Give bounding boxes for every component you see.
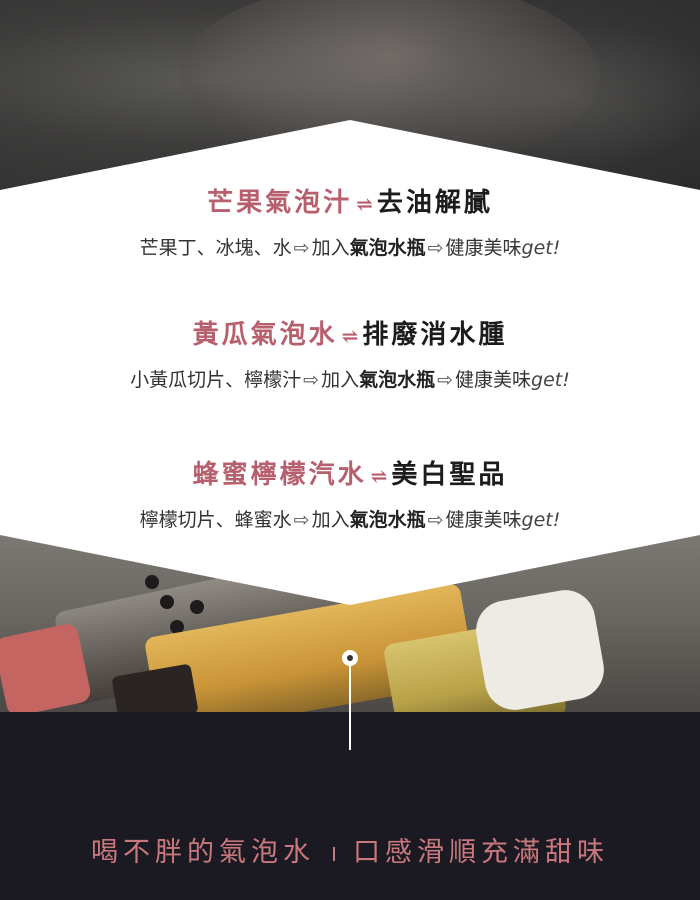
right-arrow-icon: ⇨ <box>427 509 444 531</box>
slogan-divider <box>333 846 335 861</box>
exchange-arrow-icon: ⇌ <box>370 464 388 488</box>
recipe-add-text: 加入 <box>311 237 350 259</box>
recipe-name: 黃瓜氣泡水 <box>192 320 338 350</box>
bottle-pink-cap <box>0 622 93 715</box>
seed <box>145 575 159 589</box>
recipe-title: 芒果氣泡汁 ⇌ 去油解膩 <box>0 182 700 219</box>
slogan-left: 喝不胖的氣泡水 <box>91 837 315 868</box>
recipe-get: get! <box>531 369 570 391</box>
recipe-benefit: 排廢消水腫 <box>362 320 508 350</box>
recipe-add-text: 加入 <box>321 369 360 391</box>
recipe-mango: 芒果氣泡汁 ⇌ 去油解膩 芒果丁、冰塊、水 ⇨ 加入氣泡水瓶 ⇨ 健康美味get! <box>0 182 700 260</box>
recipe-result: 健康美味 <box>445 237 522 259</box>
exchange-arrow-icon: ⇌ <box>341 324 359 348</box>
product-name: 氣泡水瓶 <box>349 509 426 531</box>
right-arrow-icon: ⇨ <box>293 237 310 259</box>
slogan-right: 口感滑順充滿甜味 <box>353 837 609 868</box>
recipe-result: 健康美味 <box>455 369 532 391</box>
right-arrow-icon: ⇨ <box>303 369 320 391</box>
pointer-dot-icon <box>342 650 358 666</box>
recipe-get: get! <box>521 237 561 259</box>
product-name: 氣泡水瓶 <box>349 237 426 259</box>
product-name: 氣泡水瓶 <box>359 369 436 391</box>
seed <box>170 620 184 634</box>
recipe-ingredients: 檸檬切片、蜂蜜水 <box>139 509 292 531</box>
recipe-name: 芒果氣泡汁 <box>207 188 353 218</box>
seed <box>160 595 174 609</box>
recipe-add-text: 加入 <box>311 509 350 531</box>
recipe-ingredients: 芒果丁、冰塊、水 <box>139 237 292 259</box>
right-arrow-icon: ⇨ <box>293 509 310 531</box>
recipe-honey-lemon: 蜂蜜檸檬汽水 ⇌ 美白聖品 檸檬切片、蜂蜜水 ⇨ 加入氣泡水瓶 ⇨ 健康美味get! <box>0 454 700 532</box>
recipe-description: 小黃瓜切片、檸檬汁 ⇨ 加入氣泡水瓶 ⇨ 健康美味get! <box>0 365 700 392</box>
recipe-benefit: 美白聖品 <box>391 460 508 490</box>
recipe-title: 蜂蜜檸檬汽水 ⇌ 美白聖品 <box>0 454 700 491</box>
pointer-line <box>349 666 351 750</box>
recipe-get: get! <box>521 509 561 531</box>
right-arrow-icon: ⇨ <box>427 237 444 259</box>
slogan: 喝不胖的氣泡水 口感滑順充滿甜味 <box>0 830 700 869</box>
recipe-cucumber: 黃瓜氣泡水 ⇌ 排廢消水腫 小黃瓜切片、檸檬汁 ⇨ 加入氣泡水瓶 ⇨ 健康美味get! <box>0 314 700 392</box>
recipe-name: 蜂蜜檸檬汽水 <box>192 460 367 490</box>
right-arrow-icon: ⇨ <box>437 369 454 391</box>
recipe-result: 健康美味 <box>445 509 522 531</box>
seed <box>190 600 204 614</box>
bottle-white-cap <box>471 585 609 715</box>
recipe-description: 芒果丁、冰塊、水 ⇨ 加入氣泡水瓶 ⇨ 健康美味get! <box>0 233 700 260</box>
recipe-title: 黃瓜氣泡水 ⇌ 排廢消水腫 <box>0 314 700 351</box>
recipe-benefit: 去油解膩 <box>376 188 493 218</box>
exchange-arrow-icon: ⇌ <box>356 192 373 216</box>
recipe-ingredients: 小黃瓜切片、檸檬汁 <box>130 369 302 391</box>
recipe-description: 檸檬切片、蜂蜜水 ⇨ 加入氣泡水瓶 ⇨ 健康美味get! <box>0 505 700 532</box>
